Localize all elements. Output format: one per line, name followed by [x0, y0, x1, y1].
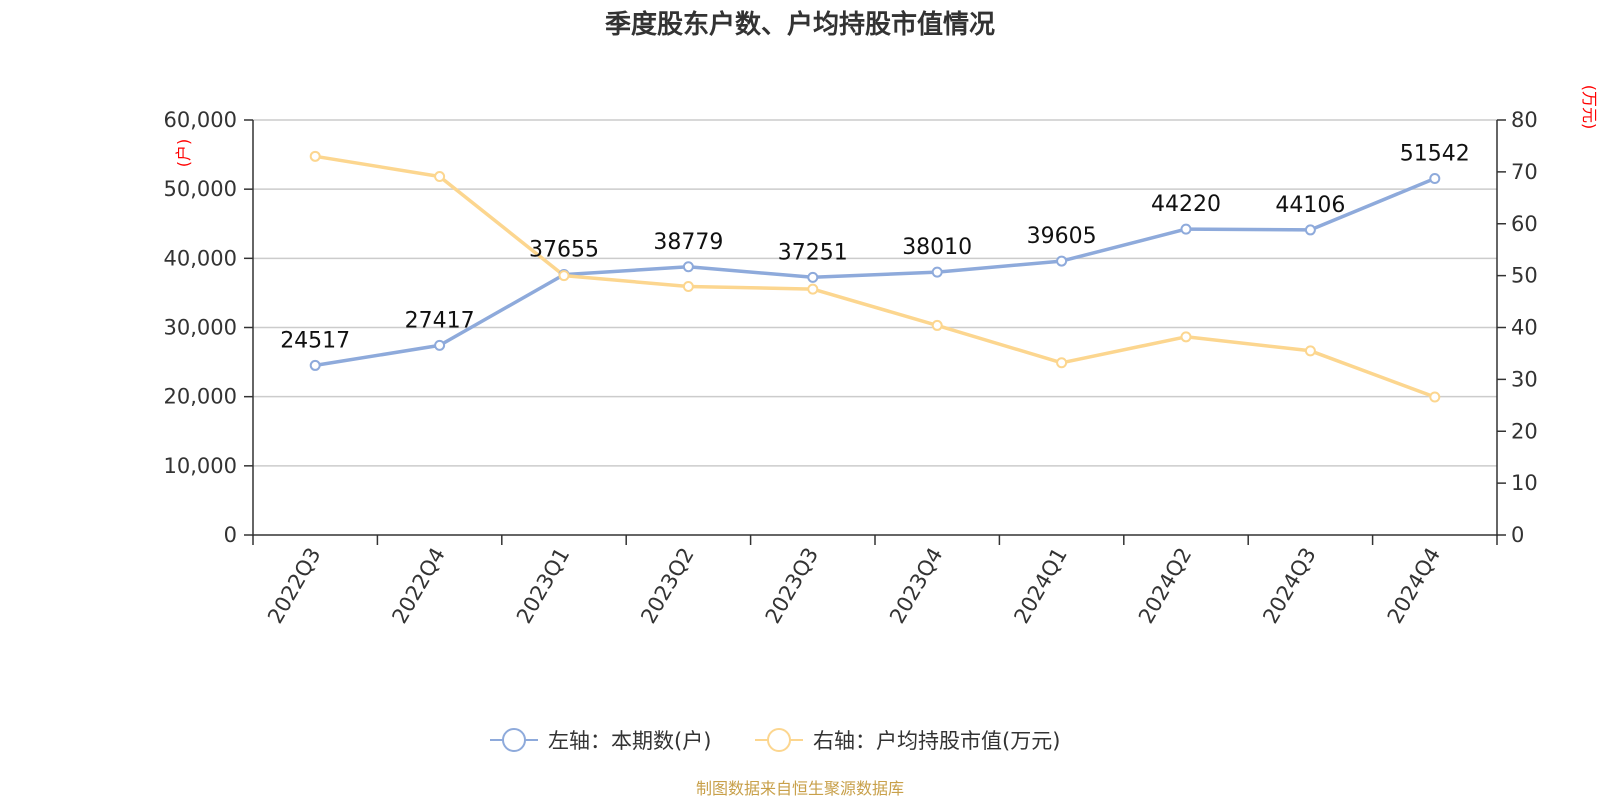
- right-axis-tick-label: 50: [1511, 264, 1538, 288]
- x-axis-category-label: 2024Q1: [1009, 544, 1071, 628]
- data-point-holders: [434, 339, 446, 351]
- x-axis-category-label: 2023Q1: [512, 544, 574, 628]
- data-point-holders: [1180, 223, 1192, 235]
- data-label-holders: 44220: [1151, 192, 1221, 217]
- data-label-holders: 27417: [405, 308, 475, 333]
- legend-circle-icon: [767, 728, 791, 752]
- data-label-holders: 38779: [653, 230, 723, 255]
- chart-title: 季度股东户数、户均持股市值情况: [605, 9, 995, 40]
- data-point-holders: [1304, 224, 1316, 236]
- series-line-holders: [314, 176, 1436, 368]
- legend-circle-icon: [502, 728, 526, 752]
- x-axis-category-label: 2023Q3: [761, 544, 823, 628]
- data-point-holders: [931, 266, 943, 278]
- data-label-holders: 51542: [1400, 142, 1470, 167]
- right-axis-tick-label: 40: [1511, 316, 1538, 340]
- left-axis-tick-label: 20,000: [164, 385, 237, 409]
- x-axis-category-label: 2022Q3: [263, 544, 325, 628]
- right-axis-tick-label: 30: [1511, 367, 1538, 391]
- grid-lines: [253, 119, 1497, 467]
- right-axis-unit: (万元): [1580, 85, 1599, 130]
- data-label-holders: 24517: [280, 328, 350, 353]
- x-axis-category-label: 2023Q2: [636, 544, 698, 628]
- x-axis-category-label: 2024Q2: [1134, 544, 1196, 628]
- x-axis-category-label: 2024Q4: [1383, 544, 1445, 628]
- left-axis-tick-label: 40,000: [164, 246, 237, 270]
- right-axis-tick-label: 80: [1511, 108, 1538, 132]
- left-axis-tick-label: 60,000: [164, 108, 237, 132]
- data-point-avg-value: [434, 171, 446, 183]
- data-label-holders: 37655: [529, 238, 599, 263]
- x-axis-category-label: 2023Q4: [885, 544, 947, 628]
- legend[interactable]: 左轴：本期数(户) 右轴：户均持股市值(万元): [490, 728, 1060, 753]
- data-point-avg-value: [931, 319, 943, 331]
- data-points: [309, 150, 1441, 403]
- left-axis-tick-label: 0: [224, 523, 237, 547]
- right-axis-tick-label: 60: [1511, 212, 1538, 236]
- legend-label: 右轴：户均持股市值(万元): [813, 729, 1060, 753]
- data-point-avg-value: [1429, 391, 1441, 403]
- legend-label: 左轴：本期数(户): [548, 729, 711, 753]
- data-point-holders: [1056, 255, 1068, 267]
- right-axis-tick-label: 10: [1511, 471, 1538, 495]
- data-labels: 24517 27417 37655 38779 37251 38010 39605 44220…: [280, 142, 1470, 354]
- data-point-avg-value: [682, 281, 694, 293]
- data-point-avg-value: [309, 150, 321, 162]
- right-axis-tick-label: 20: [1511, 419, 1538, 443]
- data-point-holders: [807, 271, 819, 283]
- data-label-holders: 38010: [902, 235, 972, 260]
- legend-item-holders[interactable]: 左轴：本期数(户): [490, 728, 711, 753]
- x-axis-category-label: 2024Q3: [1258, 544, 1320, 628]
- left-axis-tick-label: 50,000: [164, 177, 237, 201]
- data-point-avg-value: [1180, 331, 1192, 343]
- series-line-avg-value: [314, 154, 1436, 399]
- data-point-holders: [309, 359, 321, 371]
- left-axis-unit: (户): [174, 139, 193, 168]
- data-label-holders: 44106: [1275, 193, 1345, 218]
- data-point-holders: [1429, 173, 1441, 185]
- legend-item-avg-value[interactable]: 右轴：户均持股市值(万元): [755, 728, 1060, 753]
- data-point-avg-value: [807, 283, 819, 295]
- series-lines: [314, 154, 1436, 399]
- data-label-holders: 37251: [778, 240, 848, 265]
- data-point-avg-value: [1304, 345, 1316, 357]
- left-axis-tick-label: 30,000: [164, 316, 237, 340]
- right-axis-tick-label: 0: [1511, 523, 1524, 547]
- left-axis-tick-label: 10,000: [164, 454, 237, 478]
- axes: 0 10,000 20,000 30,000 40,000 50,000 60,000 0 10…: [164, 108, 1538, 628]
- x-axis-category-label: 2022Q4: [387, 544, 449, 628]
- data-point-holders: [682, 261, 694, 273]
- data-label-holders: 39605: [1027, 224, 1097, 249]
- data-point-avg-value: [1056, 357, 1068, 369]
- data-point-avg-value: [558, 270, 570, 282]
- source-note: 制图数据来自恒生聚源数据库: [696, 779, 904, 798]
- right-axis-tick-label: 70: [1511, 160, 1538, 184]
